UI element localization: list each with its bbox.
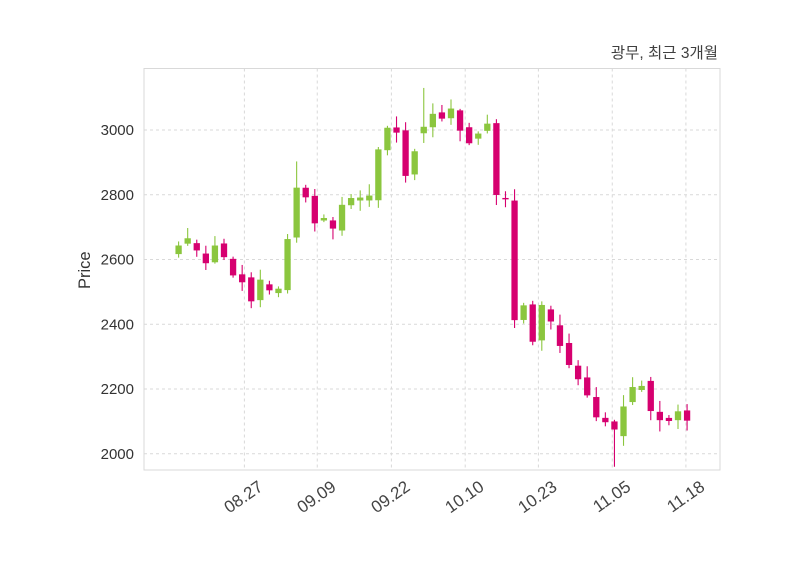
svg-text:2600: 2600 [101, 252, 134, 269]
svg-text:2000: 2000 [101, 446, 134, 463]
svg-text:2800: 2800 [101, 187, 134, 204]
svg-text:2200: 2200 [101, 381, 134, 398]
svg-text:3000: 3000 [101, 122, 134, 139]
svg-text:2400: 2400 [101, 316, 134, 333]
